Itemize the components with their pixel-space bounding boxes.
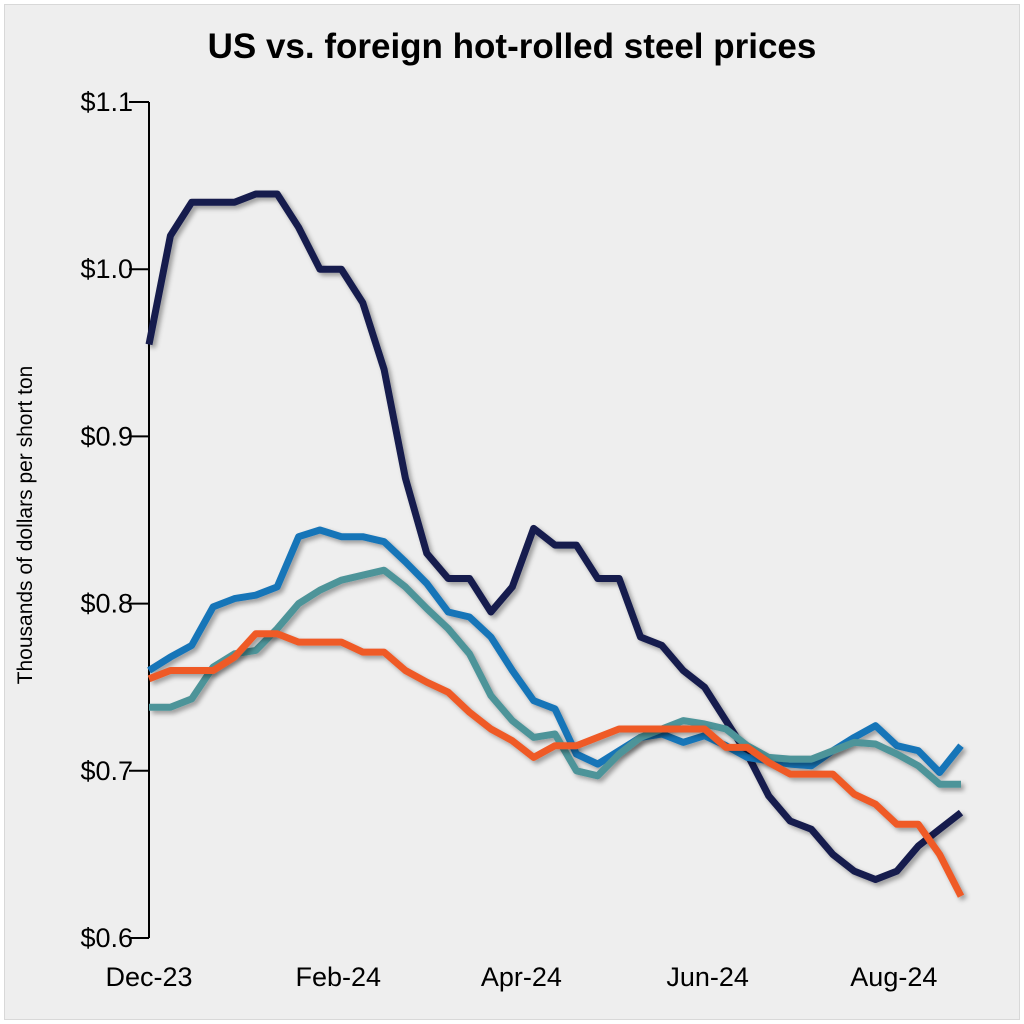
series-line-4 (147, 630, 965, 898)
y-tick-label: $1.1 (80, 87, 133, 117)
x-tick-label: Jun-24 (666, 962, 749, 992)
chart-title: US vs. foreign hot-rolled steel prices (207, 27, 817, 66)
chart-frame: US vs. foreign hot-rolled steel prices T… (4, 4, 1020, 1020)
y-tick-label: $0.8 (80, 589, 133, 619)
y-tick-label: $0.7 (80, 756, 133, 786)
x-tick-label: Feb-24 (295, 962, 381, 992)
y-tick-label: $0.9 (80, 421, 133, 451)
x-tick-label: Apr-24 (481, 962, 562, 992)
x-tick-label: Aug-24 (850, 962, 937, 992)
x-tick-label: Dec-23 (105, 962, 192, 992)
y-tick-label: $1.0 (80, 254, 133, 284)
y-tick-label: $0.6 (80, 923, 133, 953)
series-line-1 (145, 190, 964, 883)
plot-area: $0.6 $0.7 $0.8 $0.9 $1.0 $1.1 Dec-23 Feb-24 Apr-… (80, 87, 965, 992)
series-line-3 (149, 566, 961, 788)
